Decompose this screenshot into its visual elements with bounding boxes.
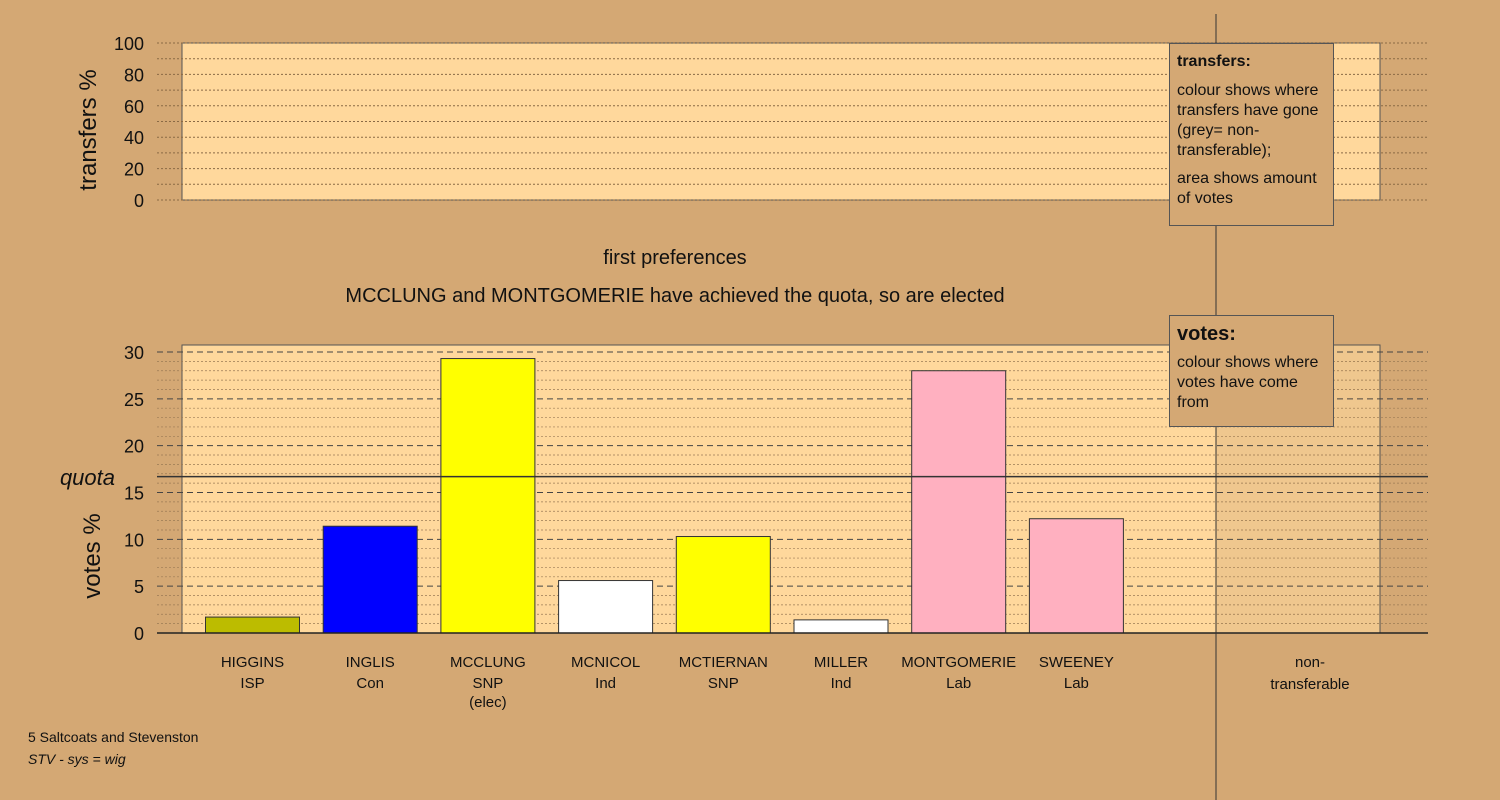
transfers-tick-label: 60 <box>124 97 144 117</box>
transfers-legend-text-2: area shows amount of votes <box>1177 170 1317 207</box>
votes-tick-label: 15 <box>124 484 144 504</box>
bar-mctiernan <box>675 536 771 634</box>
votes-axis-title: votes % <box>79 513 106 598</box>
bar-higgins <box>205 616 300 634</box>
transfers-legend-text-1: colour shows where transfers have gone (… <box>1177 82 1319 159</box>
bar-miller <box>793 619 889 634</box>
votes-tick-label: 25 <box>124 390 144 410</box>
transfers-tick-label: 80 <box>124 65 144 85</box>
non-transferable-label-1: non- <box>1295 654 1325 671</box>
chart-title: first preferences <box>603 247 746 269</box>
votes-tick-label: 20 <box>124 437 144 457</box>
candidate-party: SNP <box>708 675 739 692</box>
transfers-axis-title: transfers % <box>75 69 102 190</box>
candidate-party: Lab <box>1064 675 1089 692</box>
candidate-name: MONTGOMERIE <box>901 654 1016 671</box>
transfers-tick-label: 20 <box>124 160 144 180</box>
votes-tick-label: 0 <box>134 624 144 644</box>
chart-subtitle: MCCLUNG and MONTGOMERIE have achieved th… <box>345 285 1004 307</box>
footer-system: STV - sys = wig <box>28 751 126 767</box>
candidate-name: INGLIS <box>346 654 395 671</box>
transfers-tick-label: 40 <box>124 128 144 148</box>
candidate-name: MCNICOL <box>571 654 640 671</box>
votes-legend-text: colour shows where votes have come from <box>1177 354 1319 411</box>
votes-tick-label: 30 <box>124 343 144 363</box>
votes-tick-label: 10 <box>124 530 144 550</box>
transfers-legend: transfers: colour shows where transfers … <box>1169 43 1334 226</box>
candidate-name: MCTIERNAN <box>679 654 768 671</box>
candidate-party: Ind <box>831 675 852 692</box>
candidate-party: Ind <box>595 675 616 692</box>
non-transferable-label-2: transferable <box>1270 676 1349 693</box>
footer-ward: 5 Saltcoats and Stevenston <box>28 729 199 745</box>
candidate-party: ISP <box>240 675 264 692</box>
votes-tick-label: 5 <box>134 577 144 597</box>
candidate-party: SNP <box>472 675 503 692</box>
transfers-legend-title: transfers: <box>1177 53 1251 70</box>
candidate-status: (elec) <box>469 694 507 711</box>
bar-montgomerie <box>911 370 1007 634</box>
quota-label: quota <box>60 465 115 490</box>
candidate-name: MILLER <box>814 654 868 671</box>
bar-mcnicol <box>558 580 654 634</box>
bar-sweeney <box>1028 518 1124 634</box>
candidate-party: Lab <box>946 675 971 692</box>
candidate-name: SWEENEY <box>1039 654 1114 671</box>
bar-inglis <box>322 525 418 634</box>
transfers-tick-label: 0 <box>134 191 144 211</box>
candidate-name: HIGGINS <box>221 654 284 671</box>
candidate-party: Con <box>356 675 384 692</box>
bar-mcclung <box>440 358 536 634</box>
transfers-tick-label: 100 <box>114 34 144 54</box>
votes-legend-title: votes: <box>1177 323 1236 345</box>
candidate-name: MCCLUNG <box>450 654 526 671</box>
votes-legend: votes: colour shows where votes have com… <box>1169 315 1334 427</box>
